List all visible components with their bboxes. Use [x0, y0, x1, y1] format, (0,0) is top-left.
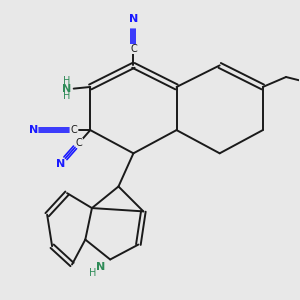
Text: N: N	[129, 14, 138, 24]
Text: N: N	[28, 125, 38, 135]
Text: C: C	[130, 44, 137, 55]
Text: H: H	[63, 91, 70, 101]
Text: H: H	[63, 76, 70, 86]
Text: N: N	[56, 159, 65, 169]
Text: H: H	[89, 268, 97, 278]
Text: C: C	[76, 138, 83, 148]
Text: N: N	[62, 84, 71, 94]
Text: N: N	[96, 262, 106, 272]
Text: C: C	[70, 125, 77, 135]
